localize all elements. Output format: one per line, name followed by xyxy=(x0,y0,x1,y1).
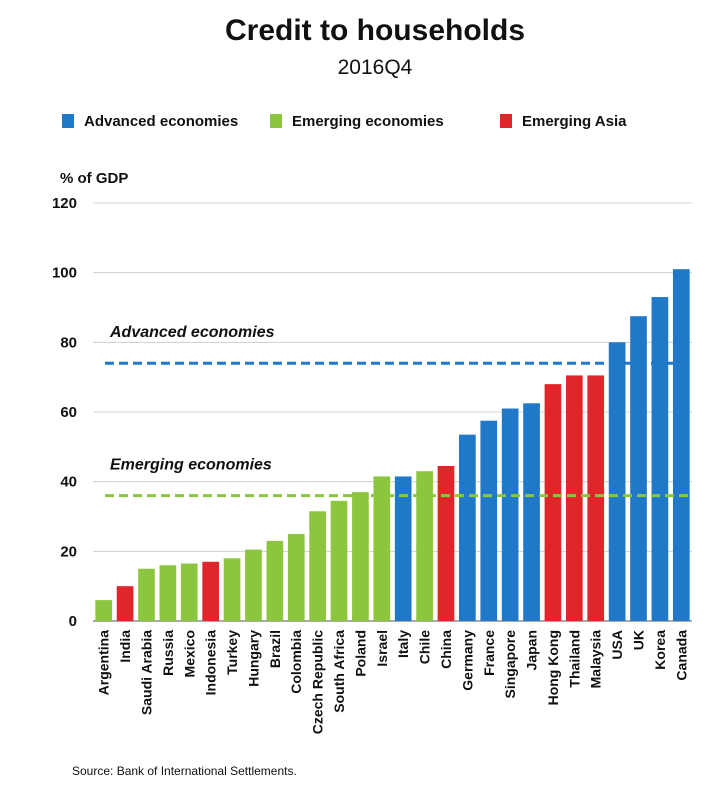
bar-mexico xyxy=(180,563,198,621)
x-tick-label: Singapore xyxy=(502,630,518,699)
y-tick-label: 100 xyxy=(52,265,77,282)
legend-label-2: Emerging Asia xyxy=(522,113,627,130)
bar-india xyxy=(116,586,134,621)
bar-argentina xyxy=(95,600,113,621)
y-tick-label: 20 xyxy=(60,543,77,560)
bar-russia xyxy=(159,565,177,621)
x-tick-label: Mexico xyxy=(181,630,197,677)
reference-line-label-0: Advanced economies xyxy=(109,324,275,341)
x-tick-label: South Africa xyxy=(331,630,347,713)
y-tick-label: 60 xyxy=(60,404,77,421)
bar-italy xyxy=(394,476,412,621)
bar-hungary xyxy=(245,549,262,621)
bar-france xyxy=(480,420,498,621)
bar-japan xyxy=(523,403,540,621)
reference-lines: Advanced economies Emerging economies xyxy=(105,324,690,498)
x-tick-label: Malaysia xyxy=(588,630,604,689)
reference-line-label-1: Emerging economies xyxy=(110,457,272,474)
legend-swatch-2 xyxy=(500,114,512,128)
x-tick-label: Germany xyxy=(459,630,475,691)
x-tick-label: India xyxy=(117,630,133,663)
x-tick-label: Brazil xyxy=(267,630,283,668)
bar-south-africa xyxy=(330,500,348,621)
y-tick-label: 0 xyxy=(69,613,77,630)
bar-saudi-arabia xyxy=(138,568,155,621)
x-tick-label: Colombia xyxy=(288,630,304,694)
x-tick-labels: Argentina India Saudi Arabia Russia Mexico In… xyxy=(96,630,690,734)
legend-swatch-1 xyxy=(270,114,282,128)
x-tick-label: Thailand xyxy=(566,630,582,688)
bar-korea xyxy=(651,297,669,621)
bar-malaysia xyxy=(587,375,605,621)
y-tick-label: 120 xyxy=(52,195,77,212)
x-tick-label: Japan xyxy=(524,630,540,670)
x-tick-label: Turkey xyxy=(224,630,240,675)
chart-title: Credit to households xyxy=(225,14,525,47)
x-tick-label: Chile xyxy=(417,630,433,664)
x-tick-label: China xyxy=(438,630,454,669)
x-tick-label: Indonesia xyxy=(203,630,219,696)
bar-czech-republic xyxy=(309,511,326,621)
x-tick-label: Saudi Arabia xyxy=(138,630,154,715)
x-tick-label: Poland xyxy=(352,630,368,677)
bar-brazil xyxy=(266,540,284,621)
y-tick-labels: 0 20 40 60 80 100 120 xyxy=(52,195,77,630)
bar-singapore xyxy=(501,408,519,621)
x-tick-label: Russia xyxy=(160,630,176,676)
x-tick-label: France xyxy=(481,630,497,676)
x-tick-label: Israel xyxy=(374,630,390,667)
x-tick-label: Czech Republic xyxy=(310,630,326,734)
bar-uk xyxy=(630,316,647,621)
bar-israel xyxy=(373,476,391,621)
bar-germany xyxy=(459,434,476,621)
bar-usa xyxy=(608,342,626,621)
bar-indonesia xyxy=(202,561,220,621)
bar-chile xyxy=(416,471,433,621)
bar-turkey xyxy=(223,558,241,621)
x-tick-label: Italy xyxy=(395,630,411,658)
legend-swatch-0 xyxy=(62,114,74,128)
bar-thailand xyxy=(565,375,583,621)
x-tick-label: Hungary xyxy=(245,630,261,687)
bar-china xyxy=(437,465,455,621)
x-tick-label: Hong Kong xyxy=(545,630,561,705)
y-tick-label: 80 xyxy=(60,334,77,351)
x-tick-label: Korea xyxy=(652,630,668,670)
y-axis-label: % of GDP xyxy=(60,170,128,187)
legend: Advanced economies Emerging economies Emer… xyxy=(62,113,627,130)
legend-label-0: Advanced economies xyxy=(84,113,238,130)
legend-label-1: Emerging economies xyxy=(292,113,444,130)
bar-colombia xyxy=(287,533,305,621)
bar-hong-kong xyxy=(544,384,562,621)
y-tick-label: 40 xyxy=(60,474,77,491)
chart-subtitle: 2016Q4 xyxy=(338,56,413,79)
bars xyxy=(95,269,690,621)
x-tick-label: Canada xyxy=(673,630,689,681)
source-note: Source: Bank of International Settlement… xyxy=(72,764,297,778)
bar-canada xyxy=(672,269,690,621)
bar-poland xyxy=(352,492,369,621)
x-tick-label: USA xyxy=(609,630,625,660)
x-tick-label: Argentina xyxy=(96,630,112,696)
x-tick-label: UK xyxy=(631,630,647,650)
